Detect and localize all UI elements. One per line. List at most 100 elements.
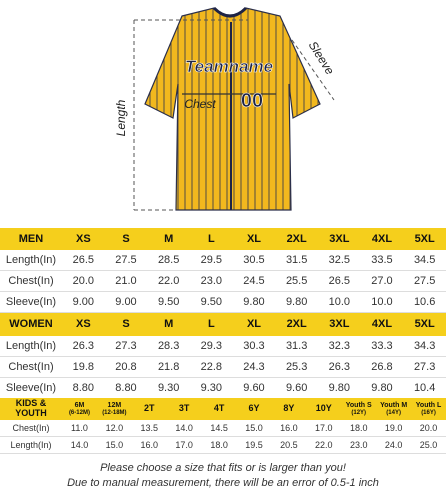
jersey-illustration: Teamname 00 Chest Length Sleeve xyxy=(114,6,337,211)
cell: 20.0 xyxy=(419,422,438,433)
size-size: 10Y xyxy=(315,403,332,414)
size-header: 2XL xyxy=(286,318,307,331)
cell: 9.30 xyxy=(200,382,223,395)
cell: 19.5 xyxy=(245,439,263,450)
size-header: XL xyxy=(246,318,262,331)
cell: 27.5 xyxy=(115,254,137,267)
length-label: Length xyxy=(114,99,128,136)
size-size: 3T xyxy=(178,403,190,414)
size-size: 4T xyxy=(213,403,225,414)
row-label: Sleeve(In) xyxy=(5,382,57,395)
cell: 29.5 xyxy=(200,254,223,267)
size-header: 10Y xyxy=(306,398,341,420)
cell: 12.0 xyxy=(105,422,124,433)
cell: 20.0 xyxy=(72,275,95,288)
cell: 8.80 xyxy=(115,382,137,395)
cell: 10.0 xyxy=(371,296,393,309)
size-header: S xyxy=(122,232,130,245)
size-size: Youth L xyxy=(415,401,442,409)
size-age: (6-12M) xyxy=(68,409,90,416)
size-header: S xyxy=(122,318,130,331)
cell: 26.5 xyxy=(72,254,95,267)
size-header: 6Y xyxy=(237,398,272,420)
size-header: M xyxy=(164,318,174,331)
team-name: Teamname xyxy=(185,57,273,76)
size-header: 4T xyxy=(202,398,237,420)
size-header: 5XL xyxy=(414,232,435,245)
size-size: Youth M xyxy=(380,401,408,409)
cell: 24.3 xyxy=(243,361,265,374)
jersey-number: 00 xyxy=(241,90,263,112)
row-divider xyxy=(0,377,446,378)
cell: 8.80 xyxy=(72,382,95,395)
cell: 22.0 xyxy=(315,439,333,450)
cell: 24.5 xyxy=(243,275,265,288)
table-title: WOMEN xyxy=(9,318,53,331)
jersey xyxy=(144,7,321,211)
size-age: (14Y) xyxy=(386,409,401,416)
cell: 33.3 xyxy=(371,340,393,353)
cell: 30.3 xyxy=(243,340,265,353)
cell: 10.4 xyxy=(413,382,436,395)
size-header: 8Y xyxy=(271,398,306,420)
cell: 26.8 xyxy=(371,361,393,374)
size-header: Youth S (12Y) xyxy=(341,398,376,420)
row-label: Length(In) xyxy=(10,439,52,450)
cell: 17.0 xyxy=(175,439,193,450)
size-header: Youth M (14Y) xyxy=(376,398,411,420)
row-divider xyxy=(0,291,446,292)
size-header: M xyxy=(164,232,174,245)
cell: 10.6 xyxy=(413,296,436,309)
cell: 15.0 xyxy=(245,422,263,433)
cell: 11.0 xyxy=(71,422,88,433)
cell: 18.0 xyxy=(349,422,368,433)
table-title: MEN xyxy=(18,232,44,245)
cell: 20.8 xyxy=(115,361,137,374)
cell: 27.0 xyxy=(371,275,393,288)
cell: 9.80 xyxy=(328,382,351,395)
row-divider xyxy=(0,270,446,271)
row-label: Length(In) xyxy=(5,254,57,267)
cell: 28.5 xyxy=(157,254,180,267)
cell: 9.80 xyxy=(243,296,265,309)
cell: 32.3 xyxy=(328,340,351,353)
size-size: 6Y xyxy=(248,403,260,414)
header-band xyxy=(0,228,446,250)
footer-note: Please choose a size that fits or is lar… xyxy=(100,462,346,474)
size-header: L xyxy=(207,318,215,331)
cell: 21.8 xyxy=(157,361,180,374)
cell: 27.3 xyxy=(413,361,436,374)
size-header: 3XL xyxy=(329,318,350,331)
cell: 9.80 xyxy=(285,296,308,309)
row-label: Length(In) xyxy=(5,340,57,353)
row-divider xyxy=(0,453,446,454)
cell: 15.0 xyxy=(105,439,124,450)
cell: 9.50 xyxy=(200,296,223,309)
size-size: 6M xyxy=(74,401,85,409)
row-label: Chest(In) xyxy=(8,275,54,288)
sleeve-label: Sleeve xyxy=(306,39,337,78)
cell: 10.0 xyxy=(328,296,351,309)
cell: 16.0 xyxy=(280,422,298,433)
chest-label: Chest xyxy=(184,97,216,111)
size-age: (12-18M) xyxy=(102,409,127,416)
cell: 18.0 xyxy=(210,439,228,450)
cell: 26.3 xyxy=(72,340,95,353)
cell: 34.3 xyxy=(413,340,436,353)
size-header: 12M (12-18M) xyxy=(97,398,132,420)
cell: 9.50 xyxy=(157,296,180,309)
cell: 16.0 xyxy=(140,439,159,450)
size-header: L xyxy=(207,232,215,245)
cell: 25.3 xyxy=(285,361,308,374)
cell: 24.0 xyxy=(384,439,403,450)
size-header: 2T xyxy=(132,398,167,420)
row-divider xyxy=(0,312,446,313)
cell: 31.5 xyxy=(285,254,308,267)
cell: 27.3 xyxy=(115,340,137,353)
cell: 19.0 xyxy=(384,422,403,433)
size-age: (12Y) xyxy=(351,409,367,416)
cell: 9.60 xyxy=(243,382,265,395)
size-age: (16Y) xyxy=(421,409,436,416)
cell: 33.5 xyxy=(371,254,393,267)
